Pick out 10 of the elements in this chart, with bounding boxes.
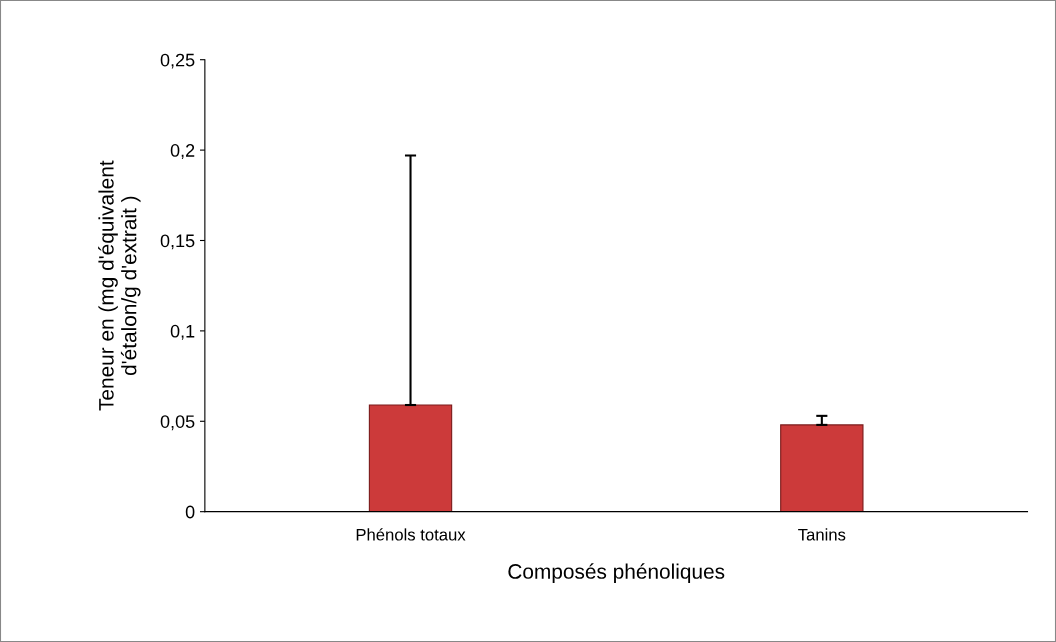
y-tick-label: 0,15 <box>160 234 195 250</box>
y-tick-label: 0,2 <box>170 144 195 159</box>
x-tick-label: Tanins <box>798 528 846 541</box>
x-tick-label: Phénols totaux <box>356 528 466 541</box>
y-tick-label: 0,1 <box>170 324 195 340</box>
x-axis-title: Composés phénoliques <box>508 563 725 583</box>
y-tick-label: 0 <box>185 505 195 519</box>
y-tick-label: 0,05 <box>160 415 195 431</box>
y-tick-label: 0,25 <box>160 53 195 69</box>
y-axis-title: Teneur en (mg d'équivalent d'étalon/g d'extrait ) <box>98 160 141 411</box>
